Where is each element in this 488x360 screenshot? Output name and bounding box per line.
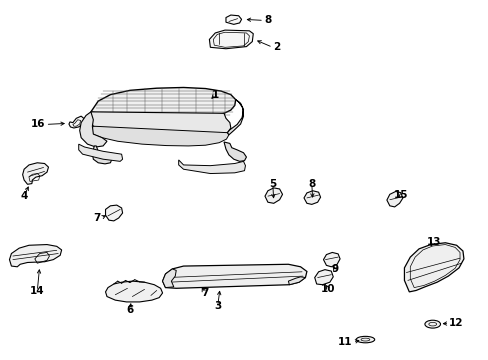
Text: 13: 13 [426,237,440,247]
Text: 2: 2 [272,42,280,52]
Polygon shape [264,188,282,203]
Text: 6: 6 [126,305,133,315]
Circle shape [214,106,220,111]
Polygon shape [89,112,230,139]
Polygon shape [105,205,122,221]
Text: 8: 8 [264,15,271,26]
Text: 15: 15 [393,190,408,200]
Polygon shape [91,87,235,118]
Text: 1: 1 [211,90,219,100]
Text: 9: 9 [330,264,338,274]
Polygon shape [404,243,463,292]
Text: 10: 10 [321,284,335,294]
Text: 11: 11 [338,337,352,347]
Polygon shape [194,270,207,285]
Polygon shape [162,269,176,288]
Polygon shape [386,192,402,207]
Polygon shape [105,281,162,302]
Polygon shape [323,252,339,267]
Text: 12: 12 [448,319,463,328]
Polygon shape [288,277,305,285]
Polygon shape [80,112,107,147]
Ellipse shape [424,320,440,328]
Text: 4: 4 [20,191,28,201]
Polygon shape [91,126,228,146]
Polygon shape [209,30,253,49]
Polygon shape [79,144,122,161]
Polygon shape [22,163,48,184]
Polygon shape [178,160,245,174]
Polygon shape [69,116,84,128]
Polygon shape [162,264,306,288]
Text: 7: 7 [201,288,208,298]
Ellipse shape [355,336,374,343]
Polygon shape [92,146,112,164]
Polygon shape [9,244,61,267]
Polygon shape [314,270,332,285]
Polygon shape [227,100,243,135]
Text: 5: 5 [268,179,276,189]
Text: 7: 7 [93,213,101,223]
Text: 16: 16 [31,120,45,129]
Text: 8: 8 [307,179,315,189]
Text: 14: 14 [30,286,44,296]
Polygon shape [224,142,246,161]
Polygon shape [304,191,320,204]
Text: 3: 3 [214,301,221,311]
Polygon shape [225,15,241,24]
